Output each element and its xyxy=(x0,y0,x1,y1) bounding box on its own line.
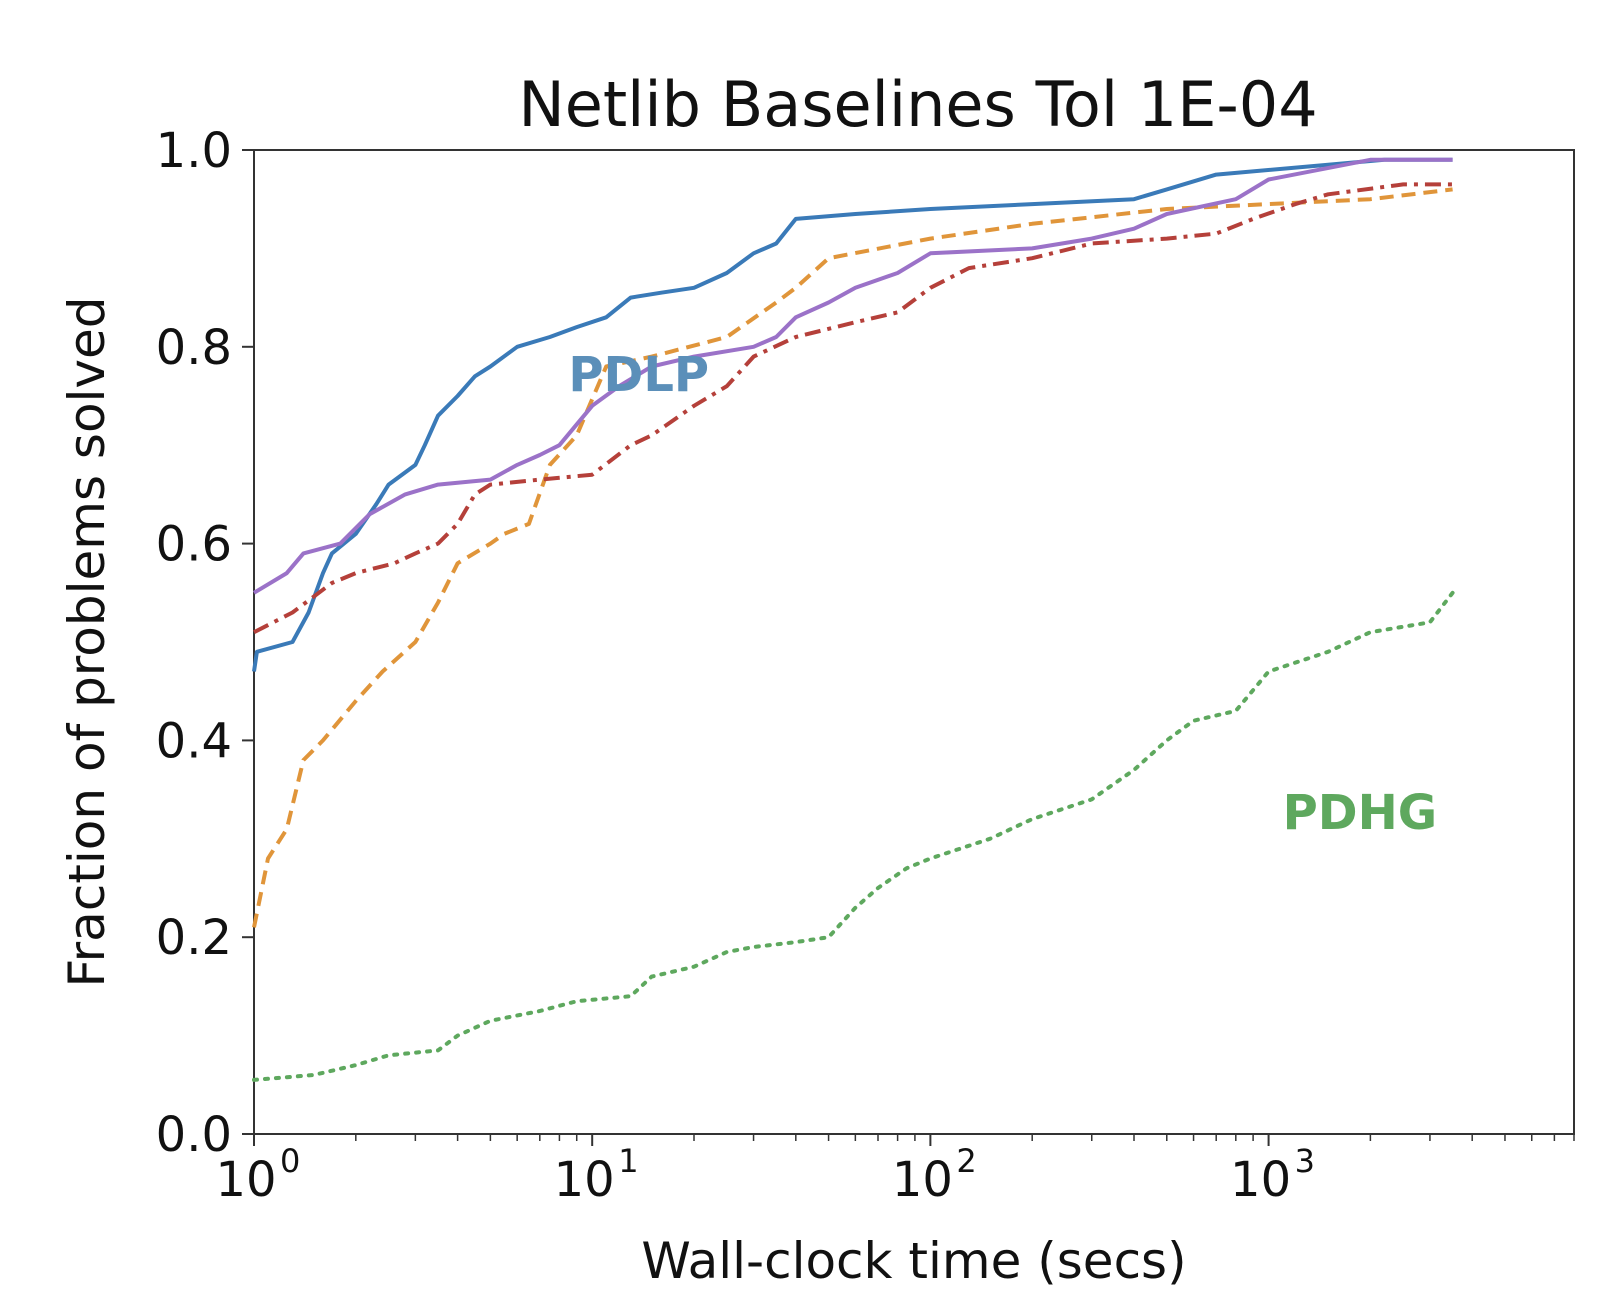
series-line-2 xyxy=(252,187,1453,928)
x-axis-label: Wall-clock time (secs) xyxy=(641,1232,1186,1290)
x-tick-label: 10 xyxy=(554,1152,615,1208)
series-line-5 xyxy=(252,590,1455,1082)
x-axis-minor-ticks xyxy=(355,1134,1575,1141)
x-tick-label: 10 xyxy=(215,1152,276,1208)
y-tick-label: 1.0 xyxy=(156,123,232,179)
x-tick-exponent: 0 xyxy=(280,1142,300,1180)
y-tick-label: 0.6 xyxy=(156,517,232,573)
y-tick-label: 0.4 xyxy=(156,713,232,769)
x-axis-ticks: 10 0 10 1 10 2 10 3 xyxy=(215,1134,1315,1208)
series-layer xyxy=(252,157,1455,1082)
y-axis-label: Fraction of problems solved xyxy=(58,296,116,987)
x-tick-exponent: 1 xyxy=(618,1142,638,1180)
y-tick-label: 0.8 xyxy=(156,320,232,376)
series-line-3 xyxy=(252,157,1453,595)
y-tick-label: 0.2 xyxy=(156,910,232,966)
y-tick-label: 0.0 xyxy=(156,1107,232,1163)
series-line-4 xyxy=(253,182,1453,634)
annotation-pdhg: PDHG xyxy=(1283,785,1438,841)
annotations: PDLP PDHG xyxy=(568,347,1437,841)
y-axis-ticks: 0.0 0.2 0.4 0.6 0.8 1.0 xyxy=(156,123,254,1163)
x-tick-exponent: 2 xyxy=(956,1142,976,1180)
x-tick-label: 10 xyxy=(892,1152,953,1208)
x-tick-exponent: 3 xyxy=(1295,1142,1315,1180)
plot-area xyxy=(253,149,1575,1135)
plot-frame xyxy=(253,149,1575,1135)
annotation-pdlp: PDLP xyxy=(568,347,709,403)
chart-title: Netlib Baselines Tol 1E-04 xyxy=(518,68,1317,141)
series-line-1 xyxy=(252,157,1453,672)
x-tick-label: 10 xyxy=(1230,1152,1291,1208)
